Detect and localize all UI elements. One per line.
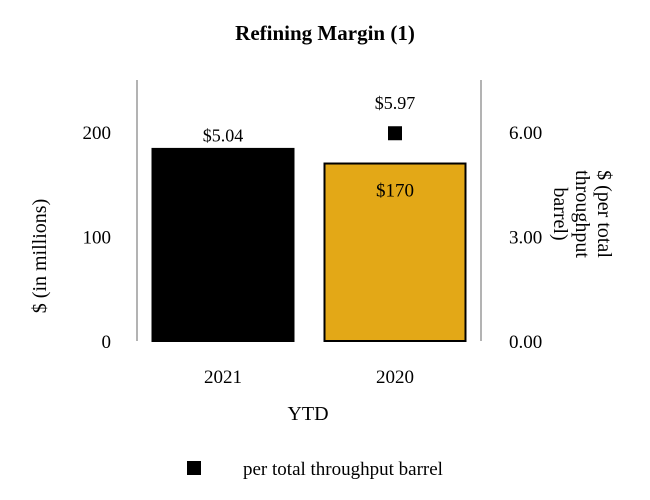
y-tick-label: 100 xyxy=(83,228,112,249)
marker-value-label: $5.97 xyxy=(375,93,416,113)
marker-value-label: $5.04 xyxy=(203,126,244,146)
axes-layer: 0 100 200 0.00 3.00 6.00 xyxy=(83,80,542,353)
legend-label: per total throughput barrel xyxy=(243,459,443,480)
chart-title: Refining Margin (1) xyxy=(235,21,415,45)
bar-value-label: $170 xyxy=(376,181,414,202)
marker-2021 xyxy=(216,158,230,173)
y2-tick-label: 0.00 xyxy=(509,332,542,353)
y-tick-label: 200 xyxy=(83,123,112,144)
bar-value-label: $184 xyxy=(204,166,243,187)
x-tick-label: 2020 xyxy=(376,367,414,388)
y-tick-label: 0 xyxy=(102,332,112,353)
marker-2020 xyxy=(388,126,402,141)
y2-tick-label: 3.00 xyxy=(509,228,542,249)
y-axis-label: $ (in millions) xyxy=(29,199,51,313)
y2-tick-label: 6.00 xyxy=(509,123,542,144)
bar-2021 xyxy=(151,147,295,342)
markers-layer: $5.04 $5.97 xyxy=(203,93,416,173)
legend: per total throughput barrel xyxy=(187,459,443,480)
bar-2020 xyxy=(323,162,467,342)
x-axis-label: YTD xyxy=(287,403,328,425)
y2-axis-label: $ (per totalthroughputbarrel) xyxy=(549,170,615,258)
bars-layer: $184 2021 $170 2020 xyxy=(151,147,467,388)
x-tick-label: 2021 xyxy=(204,367,242,388)
legend-marker xyxy=(187,461,201,475)
